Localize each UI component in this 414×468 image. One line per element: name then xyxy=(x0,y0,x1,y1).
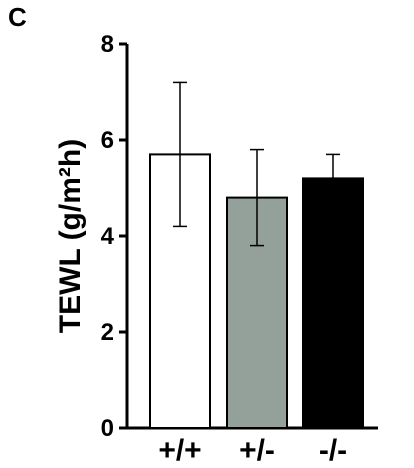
tick-labels: 0 2 4 6 8 +/+ +/- -/- xyxy=(101,31,348,467)
y-tick-label: 8 xyxy=(101,31,114,58)
error-bars xyxy=(173,81,340,247)
x-tick-label: +/+ xyxy=(158,434,201,467)
panel-label: C xyxy=(8,2,27,32)
y-axis-label: TEWL (g/m²h) xyxy=(54,139,87,333)
bar-3 xyxy=(302,177,364,429)
y-tick-label: 6 xyxy=(101,127,114,154)
x-tick-label: +/- xyxy=(239,434,275,467)
y-tick-label: 2 xyxy=(101,319,114,346)
y-tick-label: 4 xyxy=(101,223,115,250)
bar-2 xyxy=(226,196,288,429)
y-tick-label: 0 xyxy=(101,415,114,442)
x-tick-label: -/- xyxy=(319,434,347,467)
